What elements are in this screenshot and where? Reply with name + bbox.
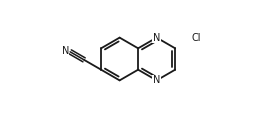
Text: N: N	[153, 33, 160, 43]
Text: N: N	[153, 75, 160, 85]
Text: N: N	[62, 46, 69, 56]
Text: Cl: Cl	[192, 33, 201, 43]
